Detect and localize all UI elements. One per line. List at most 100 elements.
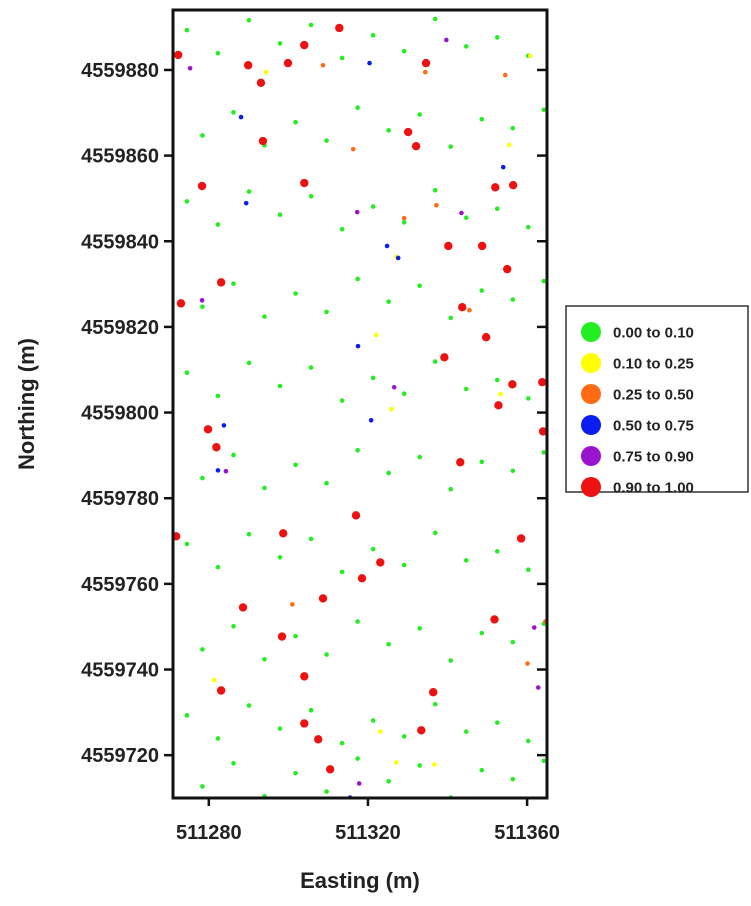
point (176, 299, 186, 308)
point (324, 789, 329, 794)
point (386, 299, 391, 304)
point (384, 243, 390, 249)
point (417, 626, 422, 631)
point (498, 391, 503, 397)
point (535, 685, 541, 690)
point (335, 23, 344, 33)
point (531, 625, 537, 630)
point (256, 78, 266, 88)
point (508, 380, 517, 389)
point (368, 417, 374, 423)
point (355, 343, 361, 349)
point (211, 677, 217, 683)
point (494, 720, 500, 725)
point (339, 569, 345, 575)
point (184, 370, 190, 376)
point (258, 136, 268, 146)
point (223, 468, 229, 474)
point (516, 534, 526, 543)
point (395, 255, 401, 261)
point (401, 220, 407, 225)
point (429, 688, 438, 697)
point (386, 128, 391, 133)
point (246, 531, 252, 537)
point (490, 615, 499, 624)
point (290, 602, 295, 607)
point (417, 763, 422, 768)
y-tick-label: 4559720 (81, 745, 159, 767)
point (508, 180, 518, 190)
point (216, 278, 226, 287)
point (200, 784, 205, 789)
point (238, 603, 248, 612)
point (434, 202, 439, 208)
point (377, 729, 383, 734)
point (199, 298, 205, 303)
point (417, 112, 422, 117)
point (417, 726, 426, 735)
point (200, 647, 205, 652)
point (479, 116, 485, 122)
point (184, 199, 190, 204)
point (221, 423, 227, 428)
point (324, 309, 329, 315)
point (403, 127, 413, 137)
point (263, 69, 269, 75)
point (231, 452, 236, 458)
point (494, 206, 500, 212)
point (215, 564, 221, 570)
point (417, 283, 422, 289)
legend-label: 0.50 to 0.75 (613, 418, 694, 435)
point (324, 480, 329, 486)
point (376, 558, 385, 567)
point (370, 375, 376, 381)
point (355, 447, 360, 453)
point (293, 462, 298, 468)
legend-marker (581, 477, 601, 497)
point (386, 778, 391, 784)
y-tick-label: 4559800 (81, 403, 159, 425)
point (477, 241, 487, 251)
point (308, 365, 314, 370)
legend-label: 0.25 to 0.50 (613, 387, 694, 404)
point (448, 144, 454, 149)
point (277, 212, 283, 218)
point (357, 574, 367, 583)
point (448, 315, 454, 321)
point (279, 529, 288, 538)
point (463, 44, 469, 49)
point (432, 187, 438, 193)
point (200, 475, 205, 481)
point (216, 686, 226, 695)
point (456, 458, 465, 467)
point (231, 281, 236, 286)
point (203, 425, 213, 434)
point (277, 632, 287, 641)
point (212, 443, 221, 452)
point (463, 215, 469, 221)
point (527, 53, 533, 59)
point (370, 32, 376, 38)
y-tick-label: 4559820 (81, 317, 159, 339)
point (215, 50, 221, 56)
point (491, 183, 500, 192)
point (526, 567, 531, 573)
point (458, 303, 467, 312)
point (350, 146, 356, 152)
plot-area (173, 10, 547, 798)
point (184, 713, 190, 718)
point (184, 27, 190, 33)
point (386, 641, 391, 647)
point (494, 377, 500, 383)
point (308, 707, 314, 713)
point (200, 133, 205, 138)
point (277, 726, 283, 731)
point (351, 511, 361, 520)
point (300, 719, 309, 728)
point (479, 459, 485, 465)
point (386, 470, 391, 476)
legend-marker (581, 415, 601, 435)
legend-label: 0.90 to 1.00 (613, 480, 694, 497)
point (417, 454, 422, 460)
point (238, 114, 244, 120)
